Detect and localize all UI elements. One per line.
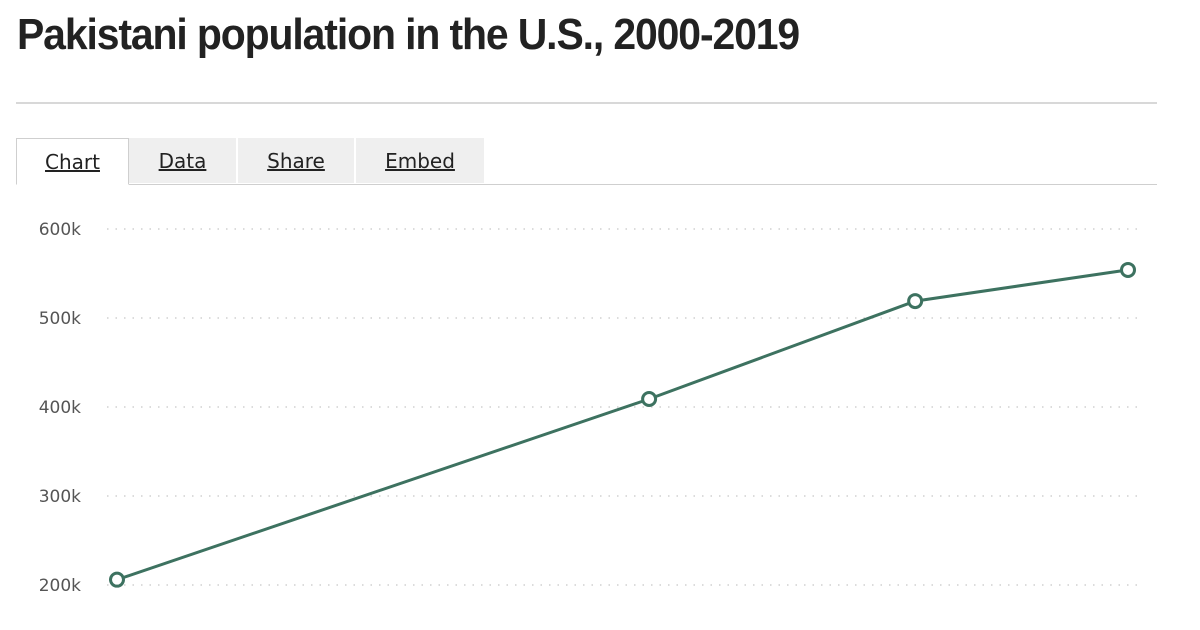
tab-data[interactable]: Data [129, 138, 238, 183]
y-axis: 200k 300k 400k 500k 600k [39, 220, 81, 596]
y-tick-label: 500k [39, 309, 81, 329]
data-points [109, 261, 1136, 588]
tab-embed[interactable]: Embed [356, 138, 486, 183]
data-point-marker[interactable] [907, 293, 924, 310]
data-point-marker[interactable] [109, 571, 125, 588]
y-tick-label: 300k [39, 487, 81, 507]
y-tick-label: 200k [39, 576, 81, 596]
title-divider [16, 102, 1157, 104]
tab-chart[interactable]: Chart [16, 138, 129, 185]
data-point-marker[interactable] [1120, 261, 1136, 278]
page-title: Pakistani population in the U.S., 2000-2… [17, 10, 800, 59]
y-tick-label: 600k [39, 220, 81, 240]
tab-bar: Chart Data Share Embed [16, 138, 1157, 185]
data-line [116, 268, 1129, 582]
tab-share[interactable]: Share [238, 138, 356, 183]
data-point-marker[interactable] [641, 390, 658, 407]
y-tick-label: 400k [39, 398, 81, 418]
